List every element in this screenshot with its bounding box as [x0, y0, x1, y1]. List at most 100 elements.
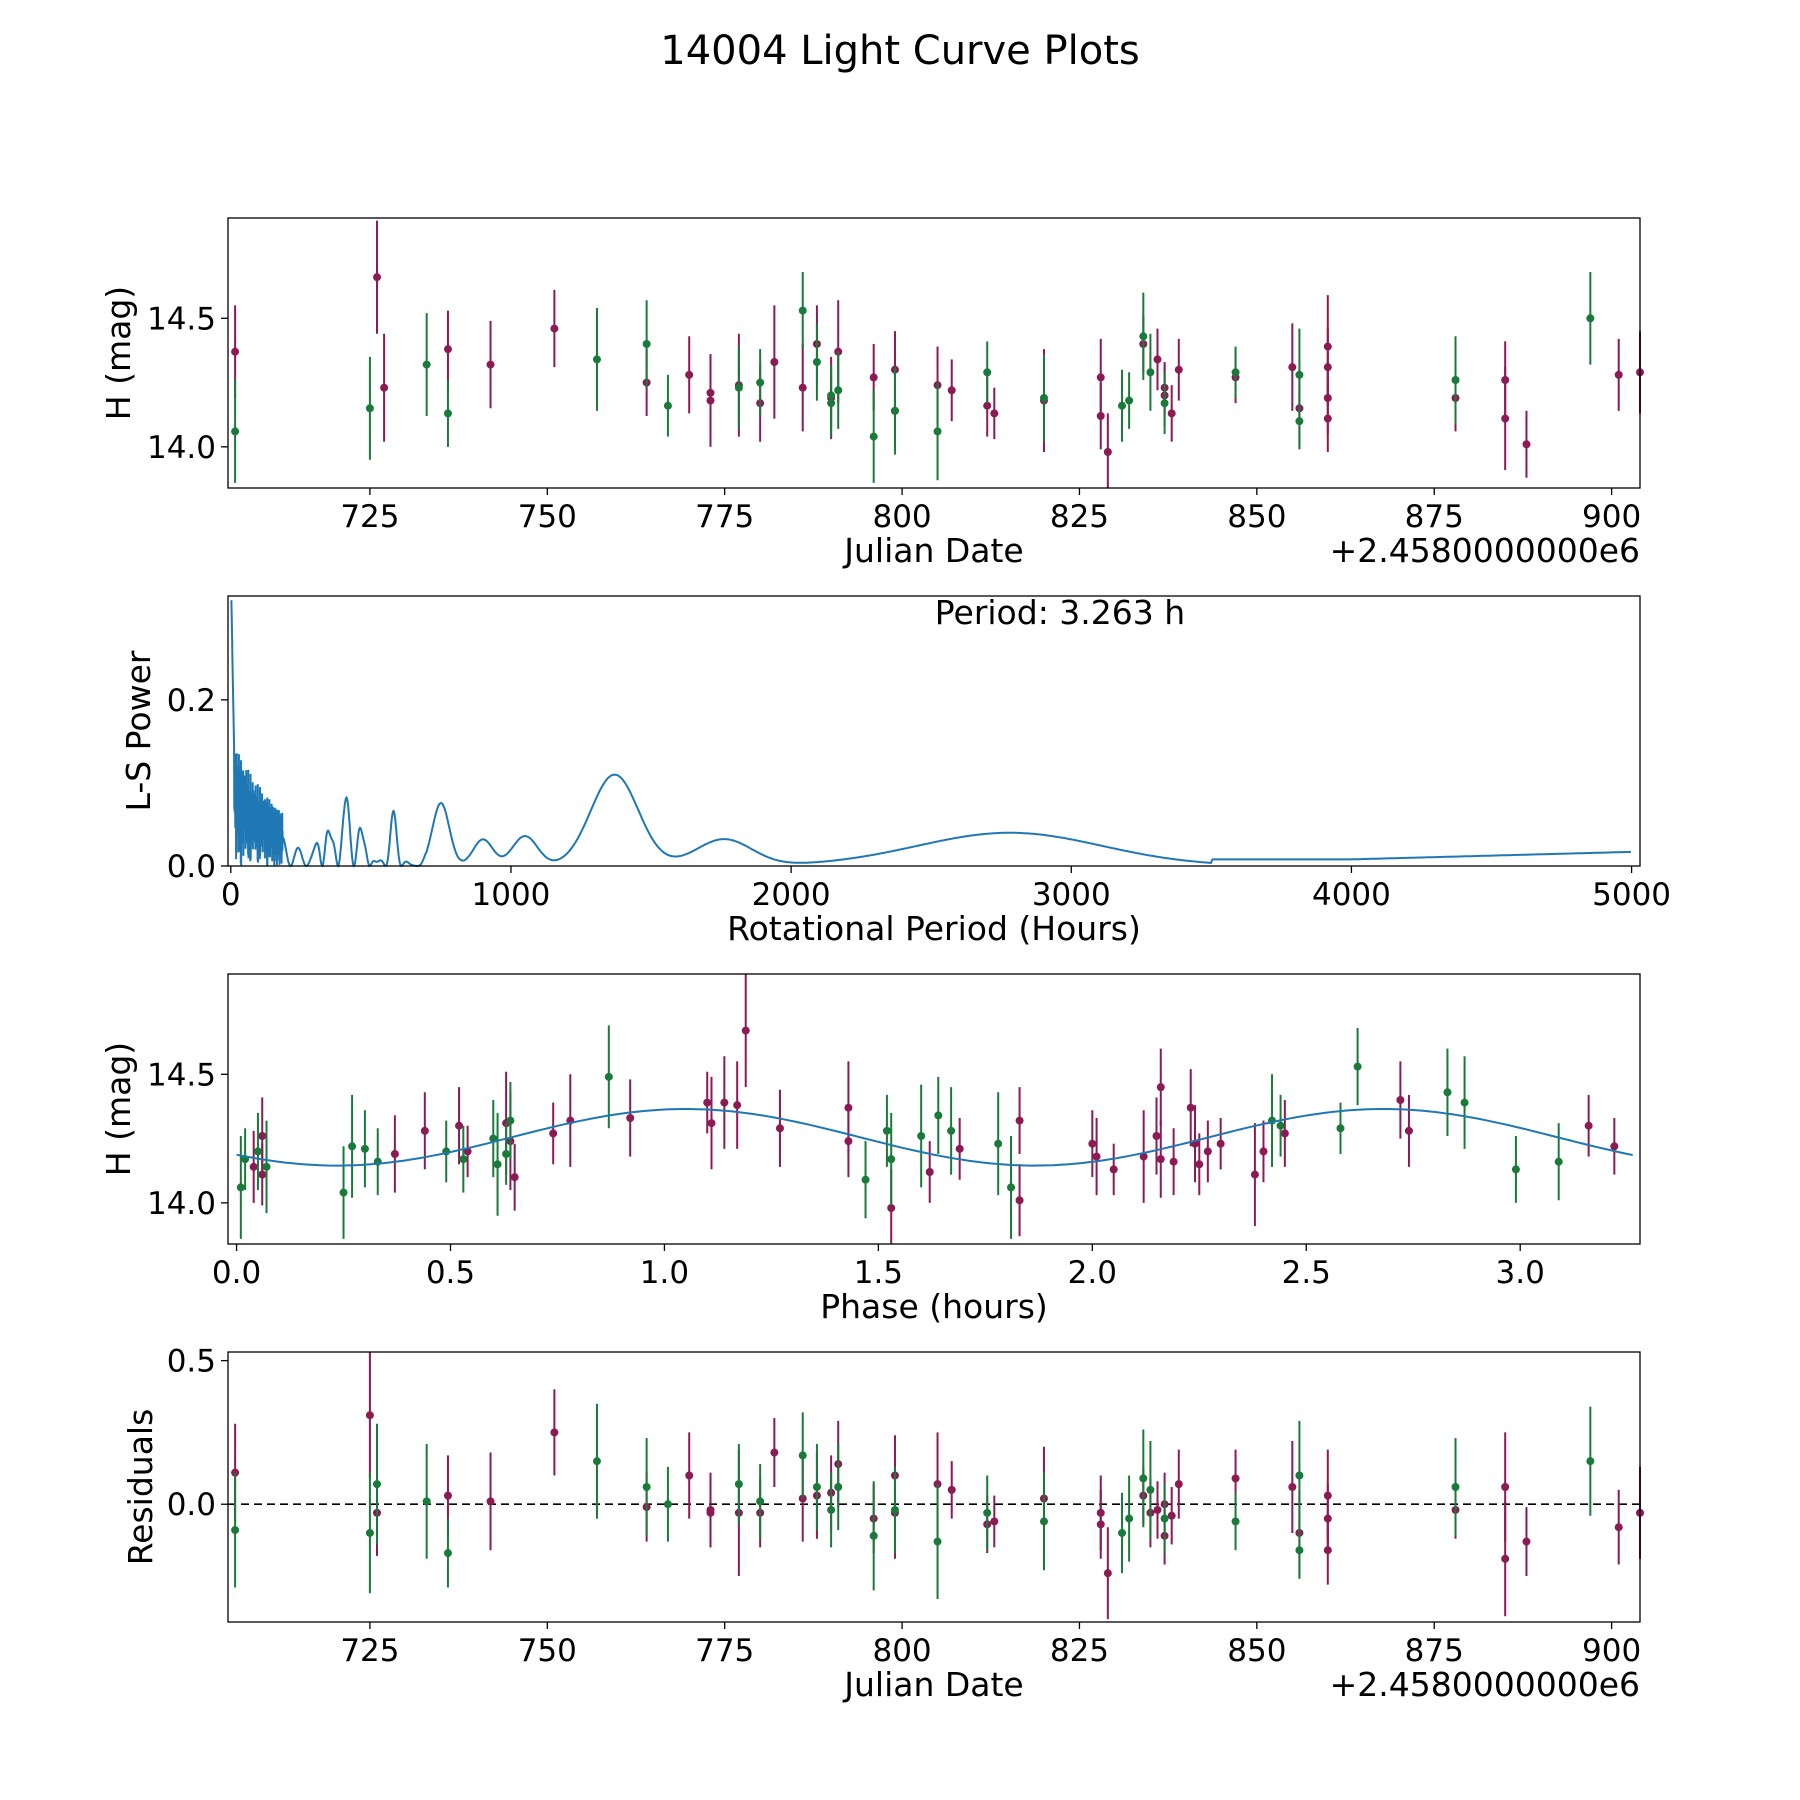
- periodogram-panel: 0 1000 2000 3000 4000 5000 0.0 0.2 Period: 3.26…: [119, 593, 1671, 948]
- data-point: [1015, 1116, 1024, 1125]
- y-tick-label: 14.5: [147, 301, 216, 337]
- y-tick-label: 0.5: [167, 1344, 216, 1380]
- data-point: [339, 1188, 348, 1197]
- data-point: [827, 1505, 836, 1514]
- data-point: [365, 1411, 374, 1420]
- data-point: [390, 1150, 399, 1158]
- data-point: [486, 360, 495, 369]
- data-point: [917, 1132, 926, 1140]
- data-point: [733, 1101, 742, 1110]
- data-point: [1288, 1483, 1297, 1491]
- data-point: [947, 1485, 956, 1494]
- data-point: [827, 391, 836, 400]
- data-point: [861, 1175, 870, 1184]
- data-point: [706, 1505, 715, 1514]
- data-point: [1160, 1514, 1169, 1523]
- lightcurve-axes-frame: [227, 217, 1641, 489]
- data-point: [258, 1170, 267, 1179]
- data-point: [1295, 1546, 1304, 1555]
- data-point: [1139, 1152, 1148, 1161]
- x-tick-label: 825: [1050, 499, 1109, 535]
- data-point: [1501, 1554, 1510, 1563]
- data-point: [422, 1497, 431, 1506]
- data-point: [994, 1139, 1003, 1148]
- data-point: [663, 401, 672, 410]
- data-point: [373, 273, 382, 282]
- data-point: [262, 1162, 271, 1171]
- data-point: [1554, 1157, 1563, 1166]
- data-point: [549, 1129, 558, 1138]
- data-point: [443, 409, 452, 418]
- data-point: [1125, 1514, 1134, 1523]
- data-point: [1160, 399, 1169, 408]
- periodogram-xlabel: Rotational Period (Hours): [727, 909, 1141, 948]
- data-point: [1511, 1165, 1520, 1174]
- data-point: [798, 1451, 807, 1460]
- data-point: [422, 360, 431, 369]
- data-point: [365, 404, 374, 413]
- data-point: [1295, 1471, 1304, 1480]
- data-point: [506, 1116, 515, 1125]
- data-point: [1231, 368, 1240, 377]
- periodogram-ylabel: L-S Power: [119, 650, 158, 811]
- x-tick-label: 750: [518, 1633, 577, 1669]
- x-tick-label: 0: [221, 877, 241, 913]
- data-point: [550, 1428, 559, 1437]
- x-tick-label: 900: [1582, 1633, 1641, 1669]
- data-point: [1195, 1160, 1204, 1169]
- x-tick-label: 2000: [752, 877, 831, 913]
- data-point: [1118, 1528, 1127, 1537]
- periodogram-annotation: Period: 3.263 h: [935, 593, 1185, 632]
- data-point: [706, 396, 715, 405]
- data-point: [685, 370, 694, 379]
- x-tick-label: 2.5: [1282, 1255, 1331, 1291]
- data-point: [604, 1072, 613, 1081]
- lightcurve-ticks: 725 750 775 800 825 850 875 900 14.0 14.5: [147, 301, 1641, 535]
- residuals-ticks: 725 750 775 800 825 850 875 900 0.0 0.5: [167, 1344, 1642, 1669]
- periodogram-ticks: 0 1000 2000 3000 4000 5000 0.0 0.2: [167, 683, 1671, 913]
- data-point: [1153, 1505, 1162, 1514]
- y-tick-label: 0.0: [167, 1487, 216, 1523]
- data-point: [1443, 1088, 1452, 1097]
- data-point: [720, 1098, 729, 1107]
- data-point: [734, 383, 743, 392]
- data-point: [887, 1204, 896, 1212]
- x-tick-label: 3000: [1032, 877, 1111, 913]
- residuals-offset-label: +2.4580000000e6: [1330, 1665, 1640, 1704]
- data-point: [231, 347, 240, 356]
- data-point: [1295, 417, 1304, 426]
- data-point: [1353, 1062, 1362, 1071]
- data-point: [1156, 1155, 1165, 1164]
- data-point: [1039, 394, 1048, 402]
- data-point: [890, 1505, 899, 1514]
- data-point: [798, 306, 807, 315]
- data-point: [486, 1497, 495, 1506]
- data-point: [882, 1126, 891, 1135]
- data-point: [1396, 1096, 1405, 1104]
- data-point: [869, 1531, 878, 1540]
- data-point: [1103, 1569, 1112, 1578]
- data-point: [373, 1480, 382, 1489]
- data-point: [798, 383, 807, 392]
- data-point: [642, 340, 651, 348]
- data-point: [1169, 1157, 1178, 1166]
- residuals-marks: [228, 1352, 1644, 1620]
- data-point: [983, 368, 992, 377]
- data-point: [455, 1121, 464, 1130]
- lightcurve-panel: 725 750 775 800 825 850 875 900 14.0 14.5 Julian …: [99, 217, 1644, 570]
- data-point: [703, 1098, 712, 1107]
- data-point: [1186, 1103, 1195, 1112]
- periodogram-axes-frame: [227, 595, 1641, 867]
- data-point: [443, 1491, 452, 1500]
- data-point: [770, 1448, 779, 1457]
- residuals-ylabel: Residuals: [121, 1409, 160, 1566]
- data-point: [933, 427, 942, 436]
- data-point: [236, 1183, 245, 1192]
- data-point: [834, 386, 843, 395]
- data-point: [734, 1480, 743, 1489]
- data-point: [1125, 396, 1134, 405]
- data-point: [1092, 1152, 1101, 1161]
- data-point: [348, 1142, 357, 1151]
- data-point: [253, 1147, 262, 1156]
